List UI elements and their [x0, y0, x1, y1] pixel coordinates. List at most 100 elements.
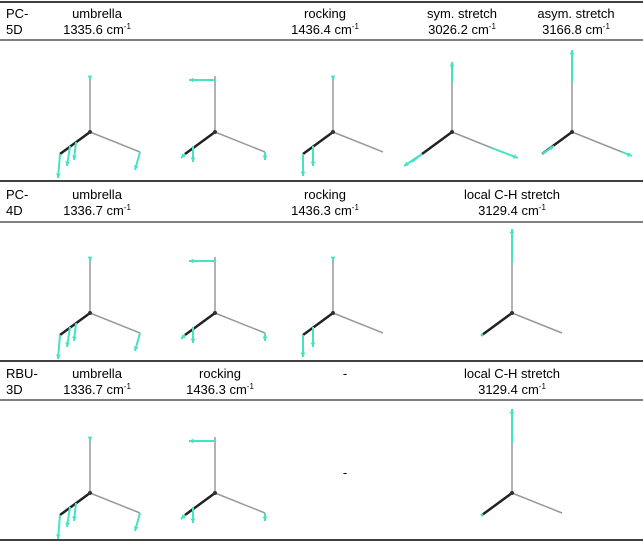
- arrow-head: [72, 336, 77, 341]
- atom: [331, 311, 335, 315]
- mode-frequency: 1336.7 cm-1: [63, 203, 131, 219]
- mode-name: -: [342, 366, 348, 381]
- bond: [421, 130, 453, 156]
- arrow-head: [181, 514, 186, 519]
- arrow-head: [262, 336, 268, 341]
- arrow-head: [55, 354, 61, 359]
- arrow-head: [262, 516, 268, 521]
- arrow-head: [133, 526, 139, 531]
- mode-frequency: 1436.3 cm-1: [291, 203, 359, 219]
- molecule: [300, 256, 384, 357]
- label-line: 5D: [6, 22, 23, 37]
- atom: [510, 491, 514, 495]
- mode-frequency: 3129.4 cm-1: [464, 382, 560, 398]
- mode-header: -: [343, 366, 347, 382]
- mode-header: local C-H stretch 3129.4 cm-1: [464, 366, 560, 398]
- arrow-head: [262, 155, 268, 160]
- arrow-head: [310, 342, 316, 347]
- frequency-value: 1436.3 cm: [186, 382, 247, 397]
- bond: [332, 312, 384, 334]
- frequency-value: 3026.2 cm: [428, 22, 489, 37]
- arrow-head: [569, 50, 575, 55]
- atom: [88, 311, 92, 315]
- frequency-value: 1336.7 cm: [63, 382, 124, 397]
- molecule: [480, 409, 563, 517]
- bond: [214, 312, 266, 334]
- mode-name: umbrella: [72, 187, 122, 202]
- mode-name: asym. stretch: [537, 6, 615, 21]
- arrow-head: [55, 173, 61, 178]
- arrow-head: [87, 436, 93, 441]
- molecule: [55, 436, 141, 540]
- bond: [89, 312, 141, 334]
- atom: [331, 130, 335, 134]
- label-line: PC-: [6, 187, 29, 202]
- mode-name: local C-H stretch: [463, 366, 561, 381]
- mode-name: umbrella: [72, 366, 122, 381]
- atom: [480, 333, 484, 337]
- mode-name: sym. stretch: [426, 6, 498, 21]
- bond: [214, 492, 266, 514]
- arrow-head: [87, 75, 93, 80]
- frequency-value: 3129.4 cm: [478, 203, 539, 218]
- molecule: [300, 75, 384, 176]
- atom: [510, 311, 514, 315]
- frequency-exponent: -1: [538, 382, 546, 391]
- section-label: PC- 5D: [6, 6, 28, 38]
- molecule: [180, 437, 268, 523]
- figure-note: -: [342, 465, 348, 480]
- mode-frequency: 1436.4 cm-1: [291, 22, 359, 38]
- frequency-exponent: -1: [246, 382, 254, 391]
- section-label: PC- 4D: [6, 187, 28, 219]
- atom: [213, 491, 217, 495]
- bond: [214, 131, 266, 153]
- arrow-head: [404, 161, 409, 166]
- bond: [481, 311, 513, 337]
- arrow-head: [72, 155, 77, 160]
- molecule: [180, 257, 268, 343]
- arrow-head: [190, 157, 196, 162]
- mode-frequency: 3026.2 cm-1: [427, 22, 497, 38]
- molecule: [55, 75, 141, 179]
- atom: [88, 130, 92, 134]
- mode-name: umbrella: [72, 6, 122, 21]
- atom: [213, 311, 217, 315]
- bond: [89, 131, 141, 153]
- bond: [511, 492, 563, 514]
- frequency-exponent: -1: [602, 22, 610, 31]
- mode-header: local C-H stretch 3129.4 cm-1: [464, 187, 560, 219]
- molecule: [55, 256, 141, 360]
- mode-name: rocking: [304, 6, 346, 21]
- mode-name: rocking: [199, 366, 241, 381]
- frequency-exponent: -1: [538, 203, 546, 212]
- frequency-value: 3129.4 cm: [478, 382, 539, 397]
- mode-header: umbrella 1336.7 cm-1: [63, 366, 131, 398]
- mode-header: rocking 1436.3 cm-1: [186, 366, 254, 398]
- mode-header: umbrella 1335.6 cm-1: [63, 6, 131, 38]
- mode-header: rocking 1436.3 cm-1: [291, 187, 359, 219]
- label-line: PC-: [6, 6, 29, 21]
- mode-header: umbrella 1336.7 cm-1: [63, 187, 131, 219]
- mode-header: asym. stretch 3166.8 cm-1: [537, 6, 614, 38]
- arrow-head: [189, 77, 194, 83]
- arrow-head: [300, 171, 306, 176]
- atom: [570, 130, 574, 134]
- frequency-value: 3166.8 cm: [542, 22, 603, 37]
- mode-frequency: 1335.6 cm-1: [63, 22, 131, 38]
- arrow-head: [181, 153, 186, 158]
- atom: [213, 130, 217, 134]
- mode-frequency: 3129.4 cm-1: [464, 203, 560, 219]
- bond: [302, 130, 334, 156]
- arrow-head: [87, 256, 93, 261]
- arrow-head: [509, 409, 515, 414]
- frequency-value: 1336.7 cm: [63, 203, 124, 218]
- arrow-head: [65, 522, 71, 527]
- frequency-exponent: -1: [351, 22, 359, 31]
- label-line: 3D: [6, 382, 23, 397]
- frequency-exponent: -1: [123, 382, 131, 391]
- arrow-head: [509, 229, 515, 234]
- mode-name: local C-H stretch: [463, 187, 561, 202]
- arrow-head: [189, 438, 194, 444]
- bond: [411, 153, 423, 163]
